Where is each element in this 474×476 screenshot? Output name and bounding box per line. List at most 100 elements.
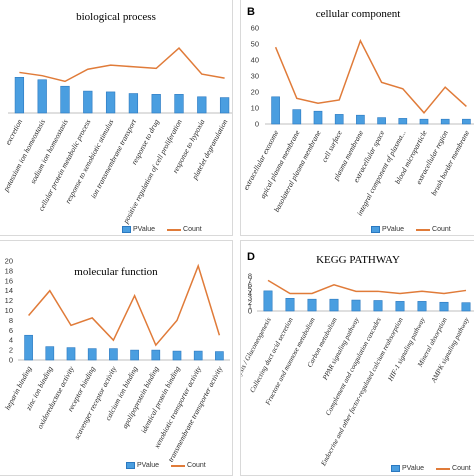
y-tick-label: 8 xyxy=(9,316,13,325)
legend: PValue Count xyxy=(371,226,461,233)
legend-item-pvalue: PValue xyxy=(391,465,424,472)
legend-item-count: Count xyxy=(436,465,471,472)
line-count xyxy=(267,279,467,295)
bar-pvalue xyxy=(351,299,361,312)
bar-pvalue xyxy=(334,114,344,125)
y-tick-label: 18 xyxy=(5,266,13,275)
panel-letter: B xyxy=(247,6,255,18)
bar-pvalue xyxy=(440,118,450,125)
bar-pvalue xyxy=(329,298,339,312)
bar-pvalue xyxy=(193,350,203,361)
bar-pvalue xyxy=(271,96,280,125)
chart-title: KEGG PATHWAY xyxy=(316,254,400,266)
chart-panel-cellular-component: B cellular component 0 10 20 30 40 50 60 extrac… xyxy=(240,0,474,236)
bar-pvalue xyxy=(172,350,182,361)
y-tick-label: 16 xyxy=(5,276,13,285)
bar-pvalue xyxy=(130,349,139,361)
legend-item-pvalue: PValue xyxy=(371,226,404,233)
bar-pvalue xyxy=(285,298,295,312)
y-tick-label: 0 xyxy=(9,356,13,365)
y-tick-label: 10 xyxy=(5,306,13,315)
panel-letter: D xyxy=(247,251,255,263)
y-tick-label: 6 xyxy=(248,280,252,289)
y-tick-label: 4 xyxy=(248,289,252,298)
chart-panel-kegg-pathway: D KEGG PATHWAY 0 1 2 3 4 5 6 7 8 Glycolysis / Glu… xyxy=(240,240,474,476)
bar-pvalue xyxy=(60,85,70,114)
bar-pvalue xyxy=(45,346,55,361)
legend-item-count: Count xyxy=(171,462,206,469)
bar-pvalue xyxy=(215,351,224,361)
legend-label-count: Count xyxy=(452,465,471,473)
y-tick-label: 0 xyxy=(255,120,259,129)
legend: PValue Count xyxy=(391,465,474,472)
bar-pvalue xyxy=(151,94,161,114)
bar-pvalue xyxy=(263,290,273,312)
bar-pvalue xyxy=(14,77,25,114)
legend-label-pvalue: PValue xyxy=(382,226,405,234)
chart-panel-molecular-function: molecular function 0 2 4 6 8 10 12 14 16 18 20 hepa… xyxy=(0,240,233,476)
legend-swatch-count xyxy=(436,467,451,470)
legend-swatch-pvalue xyxy=(391,465,400,472)
bar-pvalue xyxy=(87,348,97,361)
y-tick-label: 5 xyxy=(248,285,252,294)
chart-title: molecular function xyxy=(74,266,158,278)
legend-swatch-count xyxy=(416,228,431,231)
legend-item-pvalue: PValue xyxy=(122,226,155,233)
bar-pvalue xyxy=(83,90,93,114)
line-count xyxy=(19,47,225,83)
y-tick-label: 2 xyxy=(9,346,13,355)
bar-pvalue xyxy=(419,118,429,125)
y-tick-label: 3 xyxy=(248,293,252,302)
y-tick-label: 30 xyxy=(251,72,259,81)
legend-item-count: Count xyxy=(167,226,202,233)
legend-item-pvalue: PValue xyxy=(126,462,159,469)
x-category-label: potassium ion homeostasis xyxy=(1,118,47,194)
bar-pvalue xyxy=(417,301,427,312)
bar-pvalue xyxy=(37,79,47,114)
bar-pvalue xyxy=(307,298,317,312)
y-tick-label: 20 xyxy=(251,88,259,97)
bar-pvalue xyxy=(313,110,323,125)
y-tick-label: 7 xyxy=(248,276,252,285)
bar-pvalue xyxy=(462,118,471,125)
x-category-label: Collecting duct acid secretion xyxy=(248,316,295,394)
y-tick-label: 10 xyxy=(251,104,259,113)
legend-label-pvalue: PValue xyxy=(402,465,425,473)
chart-title: cellular component xyxy=(315,8,401,20)
bar-pvalue xyxy=(395,301,405,312)
y-tick-label: 1 xyxy=(248,302,252,311)
y-tick-label: 4 xyxy=(9,336,13,345)
bar-pvalue xyxy=(377,117,386,125)
legend-swatch-count xyxy=(167,228,182,231)
bar-pvalue xyxy=(151,349,161,361)
chart-panel-biological-process: biological process excretion potassium io… xyxy=(0,0,233,236)
line-count xyxy=(28,263,221,347)
legend-label-pvalue: PValue xyxy=(133,226,156,234)
y-tick-label: 50 xyxy=(251,40,259,49)
bar-pvalue xyxy=(373,300,383,312)
chart-title: biological process xyxy=(76,11,156,23)
y-tick-label: 20 xyxy=(5,257,13,266)
y-tick-label: 2 xyxy=(248,298,252,307)
y-tick-label: 60 xyxy=(251,24,259,33)
legend-item-count: Count xyxy=(416,226,451,233)
y-tick-label: 6 xyxy=(9,326,13,335)
y-tick-label: 40 xyxy=(251,56,259,65)
legend-swatch-count xyxy=(171,464,186,467)
bar-pvalue xyxy=(174,94,184,114)
bar-pvalue xyxy=(24,334,33,361)
bar-pvalue xyxy=(461,302,471,312)
legend-label-pvalue: PValue xyxy=(137,462,160,470)
legend-label-count: Count xyxy=(183,226,202,234)
bar-pvalue xyxy=(439,301,449,312)
x-category-label: Endocrine and other factor-regulated cal… xyxy=(319,316,405,468)
legend: PValue Count xyxy=(122,226,212,233)
y-tick-label: 12 xyxy=(5,296,13,305)
line-count xyxy=(274,38,467,114)
y-tick-label: 8 xyxy=(248,272,252,281)
legend: PValue Count xyxy=(126,462,216,469)
